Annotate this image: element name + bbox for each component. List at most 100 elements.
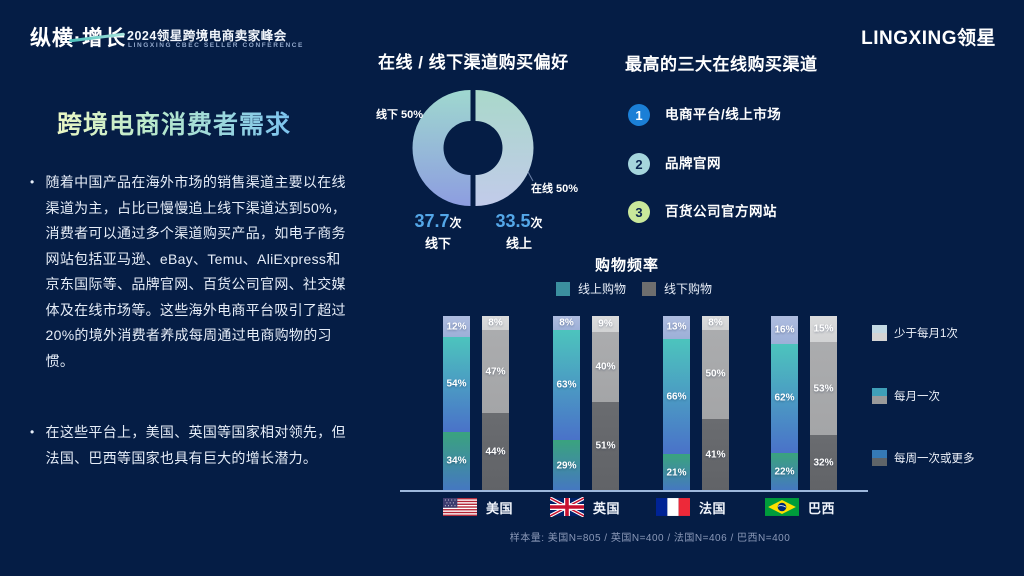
offline-bar-us: 8% 47% 44%	[482, 316, 509, 491]
channel-label: 品牌官网	[665, 156, 721, 171]
legend-item-online: 线上购物	[556, 280, 626, 297]
segment-value-label: 44%	[485, 446, 506, 458]
online-slice-label: 在线 50%	[531, 183, 579, 195]
offline-segment: 41%	[702, 418, 729, 491]
channel-label: 电商平台/线上市场	[665, 107, 782, 122]
online-legend-swatch	[556, 281, 570, 296]
online-segment: 62%	[771, 344, 798, 453]
segment-value-label: 40%	[595, 361, 616, 373]
top-channels-title: 最高的三大在线购买渠道	[625, 55, 818, 74]
online-segment: 29%	[553, 440, 580, 491]
segment-value-label: 8%	[708, 317, 723, 329]
offline-segment: 15%	[810, 316, 837, 343]
country-item-br: 巴西	[765, 497, 835, 517]
freq-legend-label: 每周一次或更多	[894, 453, 975, 465]
online-bar-fr: 13% 66% 21%	[663, 316, 690, 491]
segment-value-label: 47%	[485, 366, 506, 378]
channel-label: 百货公司官方网站	[665, 204, 777, 219]
segment-value-label: 34%	[446, 455, 467, 467]
online-segment: 16%	[771, 316, 798, 344]
country-label: 英国	[593, 500, 621, 516]
freq-legend-label: 每月一次	[894, 391, 940, 403]
online-stat-value: 33.5	[495, 211, 531, 231]
bar-pair-br: 16% 62% 22% 15% 53% 32%	[771, 316, 837, 491]
freq-legend-monthly: 每月一次	[872, 388, 940, 404]
online-segment: 13%	[663, 316, 690, 339]
segment-value-label: 51%	[595, 440, 616, 452]
online-stat-label: 线上	[505, 236, 532, 251]
offline-segment: 51%	[592, 401, 619, 491]
online-segment: 34%	[443, 431, 470, 491]
segment-value-label: 32%	[813, 457, 834, 469]
segment-value-label: 21%	[666, 467, 687, 479]
freq-swatch-icon	[872, 388, 887, 404]
donut-chart-title: 在线 / 线下渠道购买偏好	[378, 53, 569, 72]
offline-stat: 37.7次 线下	[395, 211, 481, 252]
uk-flag-icon	[550, 497, 584, 517]
segment-value-label: 15%	[813, 323, 834, 335]
segment-value-label: 29%	[556, 460, 577, 472]
bullet-paragraph: • 在这些平台上，美国、英国等国家相对领先，但法国、巴西等国家也具有巨大的增长潜…	[30, 420, 351, 471]
offline-legend-swatch	[642, 281, 657, 296]
freq-swatch-icon	[872, 325, 887, 341]
segment-value-label: 66%	[666, 391, 687, 402]
br-flag-icon	[765, 498, 799, 516]
offline-bar-br: 15% 53% 32%	[810, 316, 837, 491]
offline-stat-label: 线下	[424, 236, 451, 251]
event-subtitle: LINGXING CBEC SELLER CONFERENCE	[128, 42, 304, 49]
x-axis-line	[400, 490, 868, 492]
freq-legend-weekly-or-more: 每周一次或更多	[872, 450, 975, 466]
online-segment: 63%	[553, 330, 580, 441]
offline-segment: 44%	[482, 413, 509, 491]
segment-value-label: 13%	[666, 321, 687, 333]
sample-size-note: 样本量: 美国N=805 / 英国N=400 / 法国N=406 / 巴西N=4…	[509, 533, 791, 544]
bullet-paragraph: • 随着中国产品在海外市场的销售渠道主要以在线渠道为主，占比已慢慢追上线下渠道达…	[30, 170, 351, 374]
offline-segment: 9%	[592, 316, 619, 332]
segment-value-label: 50%	[705, 368, 726, 380]
segment-value-label: 41%	[705, 449, 726, 461]
bullet-marker: •	[30, 425, 35, 439]
offline-stat-value: 37.7	[414, 211, 450, 231]
offline-segment: 47%	[482, 330, 509, 414]
segment-value-label: 12%	[446, 321, 467, 332]
segment-value-label: 63%	[556, 379, 577, 391]
fr-flag-icon	[656, 498, 690, 516]
offline-stat-unit: 次	[449, 216, 462, 230]
bullet-text: 随着中国产品在海外市场的销售渠道主要以在线渠道为主，占比已慢慢追上线下渠道达到5…	[45, 174, 347, 369]
freq-swatch-icon	[872, 450, 887, 466]
online-bar-uk: 8% 63% 29%	[553, 316, 580, 491]
freq-legend-label: 少于每月1次	[894, 328, 958, 340]
offline-segment: 53%	[810, 342, 837, 435]
online-segment: 8%	[553, 316, 580, 330]
bullet-marker: •	[30, 175, 35, 189]
country-label: 巴西	[808, 500, 836, 516]
us-flag-icon	[443, 498, 477, 516]
page-title: 跨境电商消费者需求	[57, 105, 291, 141]
online-bar-us: 12% 54% 34%	[443, 316, 470, 491]
online-segment: 12%	[443, 316, 470, 337]
legend-item-offline: 线下购物	[642, 280, 712, 297]
brand-logo: 纵横·增长	[30, 22, 126, 52]
frequency-chart-title: 购物频率	[595, 257, 660, 274]
segment-value-label: 53%	[813, 383, 834, 395]
top-channels-section: 最高的三大在线购买渠道 1 电商平台/线上市场 2 品牌官网 3 百货公司官方网…	[625, 50, 915, 240]
segment-value-label: 8%	[488, 317, 503, 329]
country-item-uk: 英国	[550, 497, 620, 517]
online-stat: 33.5次 线上	[476, 211, 562, 252]
bar-pair-fr: 13% 66% 21% 8% 50% 41%	[663, 316, 729, 491]
frequency-chart-legend: 线上购物 线下购物	[556, 280, 712, 297]
online-donut-half	[475, 90, 534, 206]
stacked-bars-plot: 12% 54% 34% 8% 47% 44% 8% 63% 29% 9% 40% 51% 13% 66…	[0, 316, 1024, 491]
country-label: 美国	[486, 500, 514, 516]
rank-1-badge: 1	[628, 104, 650, 126]
offline-segment: 8%	[702, 316, 729, 331]
company-logo: LINGXING领星	[861, 28, 996, 49]
donut-chart	[412, 90, 534, 206]
offline-bar-uk: 9% 40% 51%	[592, 316, 619, 491]
country-label: 法国	[699, 500, 727, 516]
event-title: 2024领星跨境电商卖家峰会	[127, 29, 287, 43]
segment-value-label: 62%	[774, 392, 795, 404]
country-item-us: 美国	[443, 497, 513, 517]
online-segment: 21%	[663, 454, 690, 491]
rank-2-badge: 2	[628, 153, 650, 175]
